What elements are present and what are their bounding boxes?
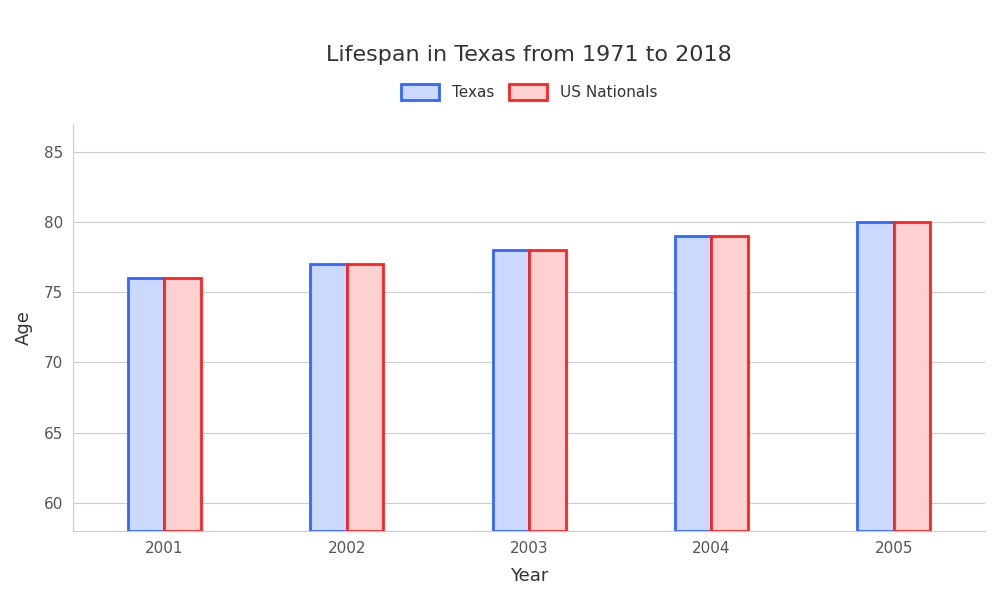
Y-axis label: Age: Age bbox=[15, 310, 33, 345]
Legend: Texas, US Nationals: Texas, US Nationals bbox=[395, 78, 663, 106]
Bar bbox=[310, 264, 347, 531]
Bar bbox=[894, 222, 930, 531]
Bar bbox=[128, 278, 164, 531]
Bar bbox=[347, 264, 383, 531]
Bar bbox=[493, 250, 529, 531]
Bar bbox=[675, 236, 711, 531]
X-axis label: Year: Year bbox=[510, 567, 548, 585]
Title: Lifespan in Texas from 1971 to 2018: Lifespan in Texas from 1971 to 2018 bbox=[326, 45, 732, 65]
Bar bbox=[164, 278, 201, 531]
Bar bbox=[857, 222, 894, 531]
Bar bbox=[711, 236, 748, 531]
Bar bbox=[529, 250, 566, 531]
